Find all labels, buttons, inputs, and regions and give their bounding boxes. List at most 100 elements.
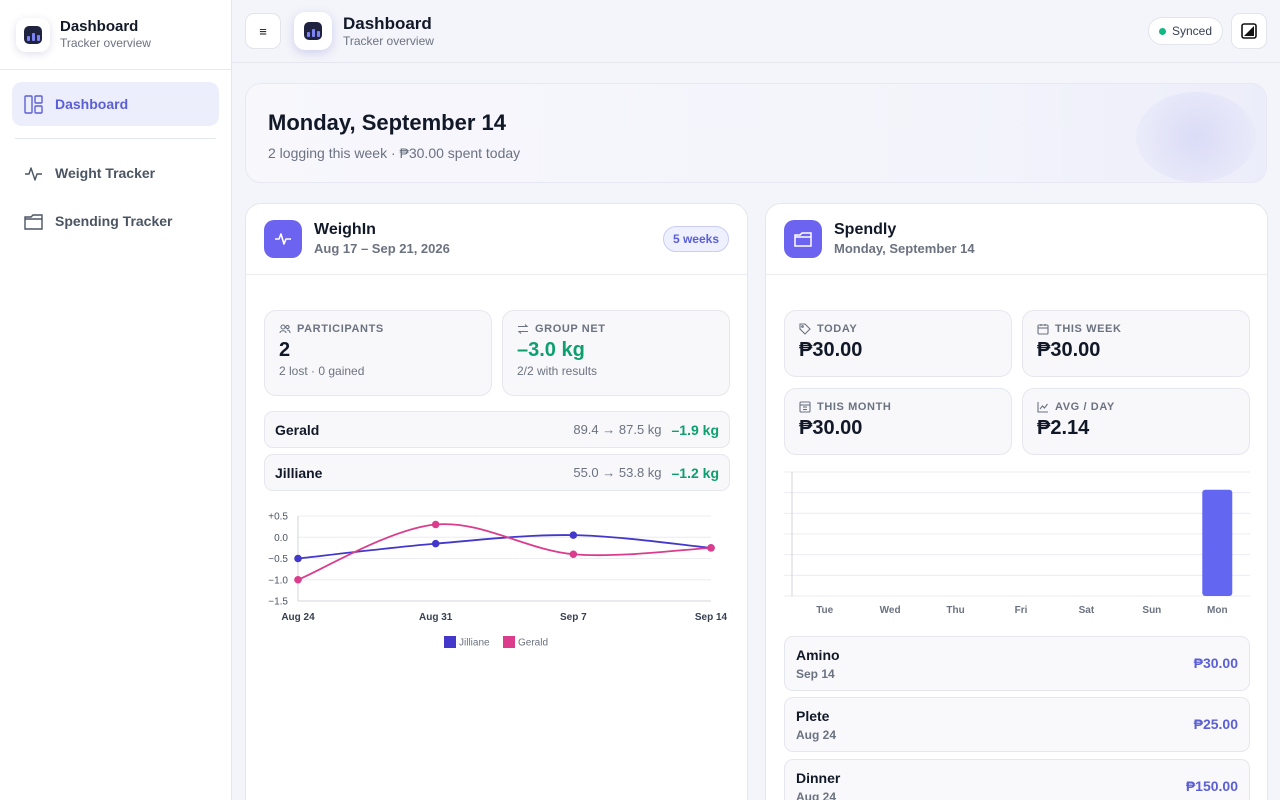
sidebar-nav: Dashboard Weight Tracker Spending Tracke… [0, 70, 231, 255]
participant-row[interactable]: Gerald 89.4 → 87.5 kg –1.9 kg [264, 411, 730, 448]
divider [15, 138, 216, 139]
topbar: ≡ Dashboard Tracker overview Synced [232, 0, 1280, 63]
participant-range: 55.0 → 53.8 kg [573, 465, 662, 480]
today-label: Today [817, 323, 858, 335]
app-logo-icon[interactable] [16, 17, 50, 52]
weight-change-chart: +0.5 0.0 −0.5 −1.0 −1.5 Aug 24 Aug 31 Sep 7 Sep … [268, 512, 728, 649]
pulse-icon [25, 166, 42, 181]
expense-row[interactable]: Dinner Aug 24 ₱150.00 [784, 759, 1250, 800]
y-tick-label: −0.5 [268, 554, 288, 565]
series-line-jilliane [297, 534, 712, 560]
brand-title: Dashboard [60, 18, 139, 35]
data-point [294, 554, 302, 563]
brand-subtitle: Tracker overview [60, 36, 151, 50]
expense-amount: ₱25.00 [1193, 716, 1238, 732]
participant-delta: –1.2 kg [671, 464, 719, 481]
spendly-date: Monday, September 14 [834, 241, 975, 256]
participants-stat: Participants 2 2 lost · 0 gained [264, 310, 492, 396]
this-week-stat: This Week ₱30.00 [1022, 310, 1250, 377]
theme-toggle-button[interactable] [1231, 13, 1267, 49]
sidebar-item-label: Spending Tracker [55, 213, 173, 229]
participant-row[interactable]: Jilliane 55.0 → 53.8 kg –1.2 kg [264, 454, 730, 491]
daily-spending-chart: Tue Wed Thu Fri Sat Sun Mon [784, 471, 1250, 616]
expense-name: Dinner [796, 770, 841, 786]
avg-day-value: ₱2.14 [1037, 417, 1090, 439]
sidebar-item-weight-tracker[interactable]: Weight Tracker [12, 151, 219, 195]
expense-amount: ₱30.00 [1193, 655, 1238, 671]
weighin-card: WeighIn Aug 17 – Sep 21, 2026 5 weeks Pa… [245, 203, 748, 800]
today-value: ₱30.00 [799, 339, 863, 361]
legend-swatch [444, 636, 456, 648]
x-tick-label: Aug 31 [419, 612, 453, 623]
sidebar: Dashboard Tracker overview Dashboard Wei… [0, 0, 232, 800]
x-tick-label: Mon [1207, 605, 1228, 616]
arrows-swap-icon [517, 324, 529, 334]
x-tick-label: Sat [1079, 605, 1095, 616]
spendly-card: Spendly Monday, September 14 Today ₱30.0… [765, 203, 1268, 800]
this-week-value: ₱30.00 [1037, 339, 1101, 361]
y-tick-label: +0.5 [268, 512, 288, 523]
status-dot-icon [1158, 27, 1166, 35]
x-tick-label: Fri [1015, 605, 1028, 616]
sidebar-item-label: Dashboard [55, 96, 129, 112]
tag-icon [799, 323, 811, 335]
group-net-sub: 2/2 with results [517, 364, 598, 378]
sync-status-label: Synced [1171, 24, 1212, 38]
folder-icon [24, 213, 43, 230]
participant-name: Jilliane [275, 464, 323, 481]
x-tick-label: Thu [946, 605, 964, 616]
expense-row[interactable]: Plete Aug 24 ₱25.00 [784, 697, 1250, 752]
legend-swatch [503, 636, 515, 648]
page-subtitle: Tracker overview [343, 33, 434, 48]
this-week-label: This Week [1055, 323, 1122, 335]
expense-name: Amino [796, 647, 840, 663]
avg-day-stat: Avg / Day ₱2.14 [1022, 388, 1250, 455]
sidebar-item-dashboard[interactable]: Dashboard [12, 82, 219, 126]
expense-row[interactable]: Amino Sep 14 ₱30.00 [784, 636, 1250, 691]
sidebar-item-label: Weight Tracker [55, 165, 156, 181]
header-logo-icon [294, 12, 332, 50]
data-point [707, 544, 715, 552]
expense-amount: ₱150.00 [1185, 778, 1238, 794]
pulse-icon [264, 220, 302, 258]
menu-icon: ≡ [259, 23, 267, 39]
weeks-badge: 5 weeks [662, 226, 729, 252]
calendar-grid-icon [799, 401, 811, 413]
menu-button[interactable]: ≡ [245, 13, 281, 49]
y-tick-label: 0.0 [274, 533, 288, 544]
weighin-range: Aug 17 – Sep 21, 2026 [314, 241, 450, 256]
x-tick-label: Sep 7 [560, 612, 587, 623]
this-month-label: This Month [817, 401, 892, 413]
this-month-stat: This Month ₱30.00 [784, 388, 1012, 455]
participant-delta: –1.9 kg [671, 421, 719, 438]
x-tick-label: Wed [880, 605, 901, 616]
participants-sub: 2 lost · 0 gained [279, 364, 365, 378]
layout-icon [24, 94, 43, 114]
data-point [569, 550, 578, 559]
expense-date: Aug 24 [796, 728, 837, 742]
data-point [569, 531, 578, 539]
group-net-label: Group Net [535, 323, 606, 335]
spendly-title: Spendly [834, 221, 897, 238]
data-point [431, 539, 440, 548]
weighin-card-header: WeighIn Aug 17 – Sep 21, 2026 5 weeks [246, 204, 747, 275]
sync-status-badge: Synced [1147, 17, 1223, 45]
participants-label: Participants [297, 323, 384, 335]
data-point [294, 575, 302, 584]
x-tick-label: Tue [816, 605, 833, 616]
participants-value: 2 [279, 339, 291, 361]
legend-label: Gerald [518, 638, 548, 649]
participant-name: Gerald [275, 421, 320, 438]
this-month-value: ₱30.00 [799, 417, 863, 439]
sidebar-item-spending-tracker[interactable]: Spending Tracker [12, 199, 219, 243]
avg-day-label: Avg / Day [1055, 401, 1115, 413]
users-icon [279, 324, 291, 334]
sidebar-header: Dashboard Tracker overview [0, 0, 231, 70]
series-line-gerald [297, 523, 712, 581]
expense-date: Aug 24 [796, 790, 837, 800]
contrast-icon [1241, 23, 1257, 39]
folder-icon [784, 220, 822, 258]
x-tick-label: Sep 14 [695, 612, 728, 623]
expense-date: Sep 14 [796, 667, 835, 681]
x-tick-label: Sun [1142, 605, 1161, 616]
